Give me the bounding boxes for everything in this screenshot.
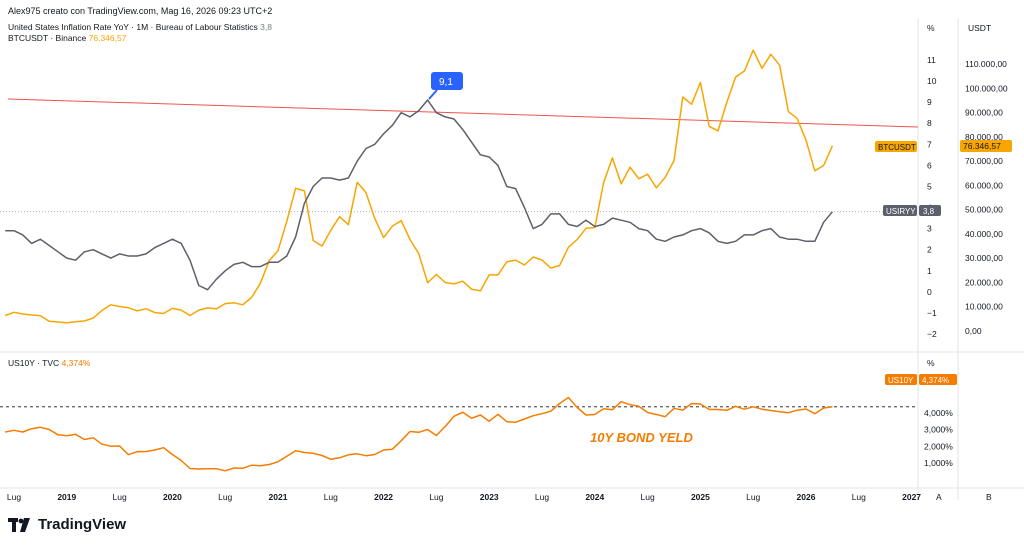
left-tick-label: 10: [927, 76, 937, 86]
brand-name: TradingView: [38, 516, 127, 533]
tradingview-brand[interactable]: TradingView: [8, 516, 126, 533]
us10y-tag-box[interactable]: [885, 374, 917, 385]
right-tick-label: 90.000,00: [965, 108, 1003, 118]
legend-inflation[interactable]: United States Inflation Rate YoY · 1M · …: [8, 22, 272, 32]
left-tick-label: 5: [927, 181, 932, 191]
time-axis-label: 2020: [163, 492, 182, 502]
left-tick-label: 11: [927, 55, 936, 65]
time-axis-label: 2025: [691, 492, 710, 502]
usiryy-tag: USIRYY: [886, 207, 916, 216]
left-tick-label: 7: [927, 139, 932, 149]
log-scale-button[interactable]: B: [986, 492, 992, 502]
time-axis-label: Lug: [641, 492, 655, 502]
bond-tick-label: 4,000%: [924, 408, 953, 418]
time-axis-label: 2026: [797, 492, 816, 502]
inflation-line[interactable]: [5, 99, 833, 291]
left-tick-label: 2: [927, 245, 932, 255]
left-tick-label: 3: [927, 224, 932, 234]
left-tick-label: −2: [927, 329, 937, 339]
bond-tick-label: 2,000%: [924, 441, 953, 451]
right-axis-unit: USDT: [968, 23, 991, 33]
peak-badge[interactable]: [431, 72, 463, 90]
left-tick-label: 6: [927, 160, 932, 170]
time-axis-label: Lug: [746, 492, 760, 502]
trend-line[interactable]: [7, 98, 919, 128]
btc-price-line[interactable]: [4, 49, 834, 324]
left-axis-unit: %: [927, 23, 935, 33]
right-tick-label: 110.000,00: [965, 59, 1007, 69]
time-axis-label: 2021: [269, 492, 288, 502]
time-axis-label: Lug: [324, 492, 338, 502]
left-tick-label: −1: [927, 308, 937, 318]
usiryy-tag-box[interactable]: [883, 205, 917, 216]
right-tick-label: 100.000,00: [965, 83, 1008, 93]
bond-axis-unit: %: [927, 358, 935, 368]
auto-scale-button[interactable]: A: [936, 492, 942, 502]
usiryy-value-box[interactable]: [919, 205, 941, 216]
right-tick-label: 80.000,00: [965, 132, 1003, 142]
us10y-tag: US10Y: [888, 376, 914, 385]
legend-inflation-value: 3,8: [260, 22, 272, 32]
right-tick-label: 30.000,00: [965, 253, 1003, 263]
right-tick-label: 20.000,00: [965, 277, 1003, 287]
legend-btc-label: BTCUSDT · Binance: [8, 33, 87, 43]
author-line: Alex975 creato con TradingView.com, Mag …: [8, 6, 273, 16]
bond-yield-line[interactable]: [5, 396, 833, 472]
peak-pointer: [428, 89, 438, 100]
btc-price-box[interactable]: [960, 140, 1012, 152]
bond-tick-label: 3,000%: [924, 425, 953, 435]
legend-btc[interactable]: BTCUSDT · Binance 76.346,57: [8, 33, 126, 43]
time-axis-label: Lug: [852, 492, 866, 502]
legend-inflation-label: United States Inflation Rate YoY · 1M · …: [8, 22, 258, 32]
time-axis-label: Lug: [535, 492, 549, 502]
left-tick-label: 1: [927, 266, 932, 276]
right-tick-label: 70.000,00: [965, 156, 1003, 166]
time-axis-label: Lug: [7, 492, 21, 502]
time-axis-label: 2019: [57, 492, 76, 502]
btc-tag-box[interactable]: [875, 141, 917, 152]
peak-label: 9,1: [439, 77, 453, 88]
time-axis-label: Lug: [113, 492, 127, 502]
btc-price-tag: 76.346,57: [963, 141, 1001, 151]
legend-bond-label: US10Y · TVC: [8, 358, 60, 368]
left-tick-label: 8: [927, 118, 932, 128]
right-tick-label: 50.000,00: [965, 205, 1003, 215]
right-tick-label: 10.000,00: [965, 302, 1003, 312]
legend-bond[interactable]: US10Y · TVC 4,374%: [8, 358, 90, 368]
bond-annotation[interactable]: 10Y BOND YELD: [590, 430, 693, 445]
legend-bond-value: 4,374%: [61, 358, 91, 368]
time-axis-label: Lug: [218, 492, 232, 502]
bond-tick-label: 1,000%: [924, 458, 953, 468]
btc-tag: BTCUSDT: [878, 143, 916, 152]
time-axis-label: 2027: [902, 492, 921, 502]
us10y-value-box[interactable]: [919, 374, 957, 385]
time-axis-label: 2024: [585, 492, 604, 502]
legend-btc-value: 76.346,57: [88, 33, 127, 43]
tradingview-logo-icon: [8, 517, 30, 532]
right-tick-label: 40.000,00: [965, 229, 1003, 239]
time-axis-label: 2022: [374, 492, 393, 502]
left-tick-label: 9: [927, 97, 932, 107]
right-tick-label: 0,00: [965, 326, 982, 336]
us10y-value-tag: 4,374%: [922, 376, 949, 385]
usiryy-value-tag: 3,8: [923, 207, 935, 216]
right-tick-label: 60.000,00: [965, 180, 1003, 190]
time-axis-label: 2023: [480, 492, 499, 502]
time-axis-label: Lug: [429, 492, 443, 502]
left-tick-label: 0: [927, 287, 932, 297]
